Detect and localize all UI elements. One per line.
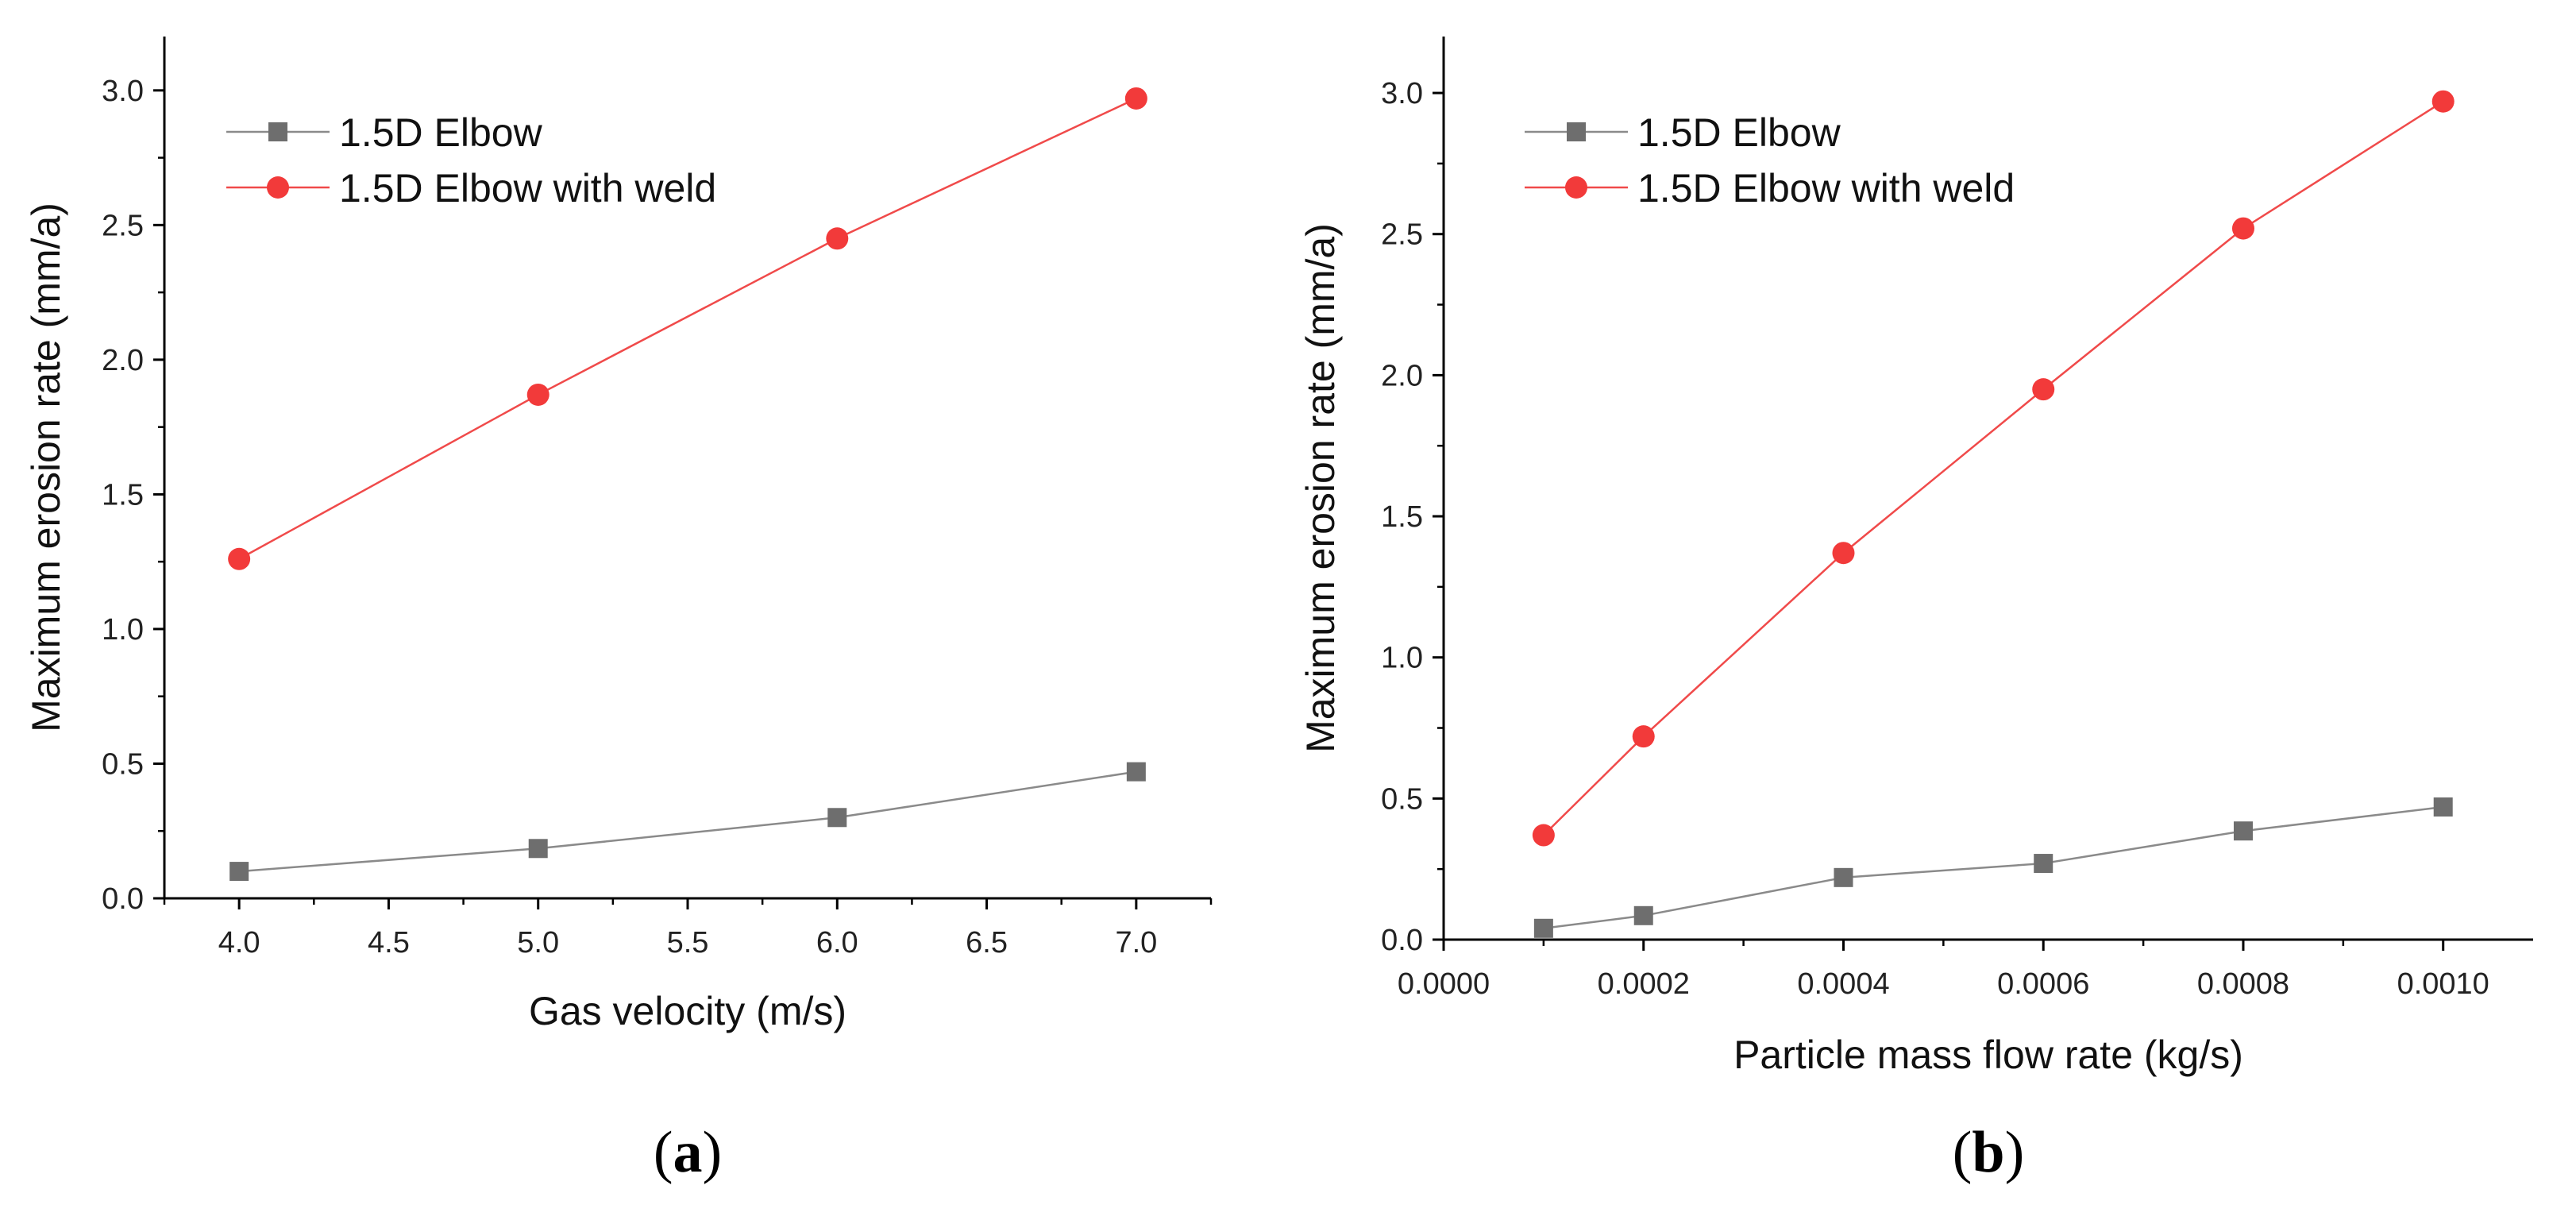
data-point-square <box>229 862 249 882</box>
x-tick-label: 6.5 <box>966 926 1008 959</box>
y-tick-label: 3.0 <box>1381 77 1423 110</box>
legend-label: 1.5D Elbow with weld <box>339 166 716 210</box>
data-point-circle <box>1532 824 1555 847</box>
data-point-square <box>2233 821 2253 841</box>
y-tick-label: 1.5 <box>1381 500 1423 534</box>
x-tick-label: 0.0010 <box>2397 967 2489 1001</box>
x-tick-label: 5.0 <box>517 926 559 959</box>
y-tick-label: 2.0 <box>102 344 144 377</box>
data-point-circle <box>826 227 849 250</box>
data-point-square <box>2433 797 2453 817</box>
data-point-square <box>2034 854 2053 874</box>
data-point-circle <box>1832 542 1855 565</box>
y-tick-label: 1.0 <box>1381 642 1423 675</box>
y-tick-label: 0.5 <box>1381 782 1423 816</box>
series-line-2 <box>238 97 1137 560</box>
data-point-circle <box>526 383 550 406</box>
x-tick-label: 0.0002 <box>1598 967 1690 1001</box>
data-point-square <box>827 808 847 828</box>
data-point-square <box>1834 867 1853 887</box>
legend-label: 1.5D Elbow with weld <box>1637 166 2015 210</box>
panel-label: (b) <box>1953 1120 2024 1185</box>
x-tick-label: 0.0008 <box>2197 967 2289 1001</box>
y-tick-label: 1.5 <box>102 478 144 512</box>
y-axis-title: Maximum erosion rate (mm/a) <box>1298 223 1343 753</box>
series-line-1 <box>239 770 1137 873</box>
x-tick-label: 5.5 <box>667 926 709 959</box>
y-tick-label: 2.0 <box>1381 359 1423 392</box>
x-tick-label: 0.0004 <box>1797 967 1889 1001</box>
data-point-circle <box>2431 90 2455 113</box>
panel-label: (a) <box>654 1120 722 1185</box>
legend-marker-circle <box>267 176 289 199</box>
x-axis-title: Particle mass flow rate (kg/s) <box>1733 1033 2243 1077</box>
x-tick-label: 0.0000 <box>1398 967 1490 1001</box>
y-axis-title: Maximum erosion rate (mm/a) <box>24 203 68 732</box>
x-tick-label: 4.5 <box>368 926 410 959</box>
data-point-circle <box>2032 378 2055 401</box>
legend-marker-square <box>1567 122 1586 141</box>
x-tick-label: 6.0 <box>816 926 858 959</box>
legend-marker-square <box>268 122 287 141</box>
data-point-circle <box>1124 87 1147 110</box>
y-tick-label: 2.5 <box>102 209 144 242</box>
panel-b: 0.0 0.5 1.0 1.5 2.0 2.5 3.0 0.0000 0.0002 0.0004 0… <box>1298 37 2533 1185</box>
y-tick-label: 2.5 <box>1381 218 1423 252</box>
legend-label: 1.5D Elbow <box>1637 110 1841 155</box>
y-tick-label: 0.0 <box>102 882 144 916</box>
data-point-square <box>1633 905 1653 925</box>
data-point-square <box>528 839 548 859</box>
y-tick-label: 0.0 <box>1381 924 1423 957</box>
series-line-2 <box>1542 100 2444 836</box>
legend-marker-circle <box>1565 176 1587 199</box>
legend-label: 1.5D Elbow <box>339 110 543 155</box>
y-tick-label: 0.5 <box>102 747 144 781</box>
data-point-circle <box>2231 217 2254 240</box>
series-line-1 <box>1543 805 2443 930</box>
x-tick-label: 0.0006 <box>1997 967 2089 1001</box>
panel-a: 0.0 0.5 1.0 1.5 2.0 2.5 3.0 4.0 4.5 5.0 5.5 6.0 6.5 7… <box>24 37 1213 1185</box>
x-tick-label: 4.0 <box>218 926 260 959</box>
data-point-square <box>1126 762 1146 782</box>
data-point-circle <box>1632 725 1655 748</box>
x-tick-label: 7.0 <box>1115 926 1157 959</box>
y-tick-label: 3.0 <box>102 75 144 108</box>
data-point-circle <box>228 547 251 570</box>
y-tick-label: 1.0 <box>102 613 144 647</box>
data-point-square <box>1533 918 1553 938</box>
x-axis-title: Gas velocity (m/s) <box>529 989 846 1033</box>
